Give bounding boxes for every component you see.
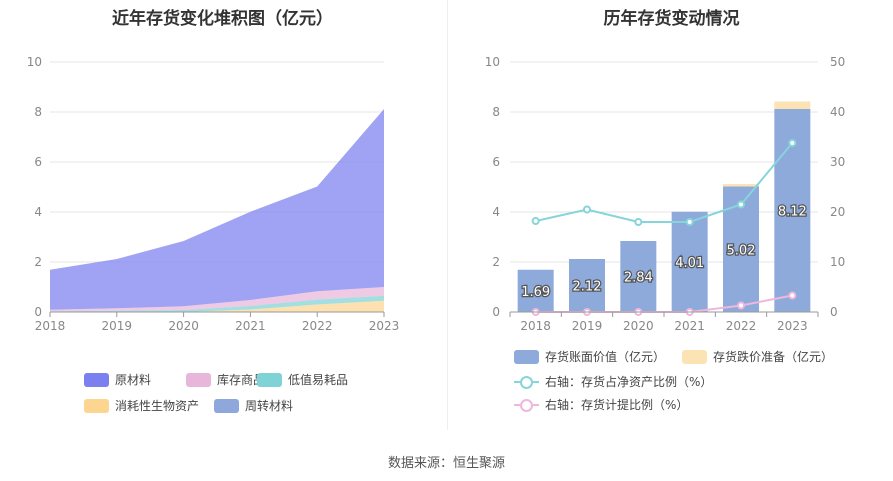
right-chart-title: 历年存货变动情况 [603, 9, 740, 29]
area-series-3 [50, 109, 384, 310]
legend-swatch [214, 398, 239, 413]
x-tick-label: 2021 [235, 319, 266, 333]
y-tick-label: 6 [34, 155, 42, 169]
x-tick-label: 2020 [623, 319, 654, 333]
left-chart-panel: 近年存货变化堆积图（亿元） 0 2 4 6 8 10 2018 2019 2020 2021 202… [0, 0, 445, 430]
legend-label: 存货账面价值（亿元） [545, 350, 666, 364]
legend-label: 库存商品 [217, 373, 266, 387]
data-source-note: 数据来源：恒生聚源 [387, 456, 505, 471]
y-left-tick-label: 8 [492, 105, 500, 119]
legend-swatch [84, 372, 109, 387]
y-right-tick-label: 30 [830, 155, 845, 169]
legend-label: 右轴：存货占净资产比例（%） [545, 375, 713, 389]
left-chart-title: 近年存货变化堆积图（亿元） [112, 9, 333, 29]
y-right-tick-label: 10 [830, 255, 845, 269]
y-tick-label: 8 [34, 105, 42, 119]
legend-swatch [682, 349, 707, 364]
y-tick-label: 2 [34, 255, 42, 269]
bar-impairment-reserve [723, 184, 759, 187]
legend-swatch [257, 372, 282, 387]
line-point [685, 218, 694, 226]
bar-impairment-reserve [774, 101, 811, 109]
inventory-bar-line-chart: 0 2 4 6 8 10 0 10 20 30 40 50 1.69 2.12 2.84 4.01 5.02 8.… [485, 55, 846, 333]
legend-swatch [186, 372, 211, 387]
legend-label: 低值易耗品 [288, 373, 349, 387]
legend-item[interactable]: 低值易耗品 [257, 371, 348, 388]
y-left-tick-label: 6 [492, 155, 500, 169]
x-tick-label: 2019 [572, 319, 603, 333]
y-tick-label: 4 [34, 205, 42, 219]
legend-label: 消耗性生物资产 [115, 399, 200, 413]
legend-label: 右轴：存货计提比例（%） [545, 398, 689, 412]
legend-item[interactable]: 周转材料 [214, 397, 293, 414]
y-left-tick-label: 10 [485, 55, 500, 69]
y-right-tick-label: 50 [830, 55, 845, 69]
legend-swatch [514, 375, 539, 389]
line-series-0 [535, 142, 794, 223]
y-tick-label: 0 [34, 305, 42, 319]
bar-book-value [517, 269, 554, 312]
x-tick-label: 2021 [674, 319, 705, 333]
x-tick-label: 2022 [302, 319, 333, 333]
bar-book-value [671, 211, 708, 312]
bar-value-label: 2.12 [573, 280, 602, 295]
legend-label: 周转材料 [245, 399, 294, 413]
line-point [737, 301, 745, 310]
x-tick-label: 2018 [35, 319, 66, 333]
x-tick-label: 2020 [168, 319, 199, 333]
legend-item[interactable]: 右轴：存货占净资产比例（%） [514, 373, 712, 390]
bar-value-label: 4.01 [675, 256, 704, 271]
bar-value-label: 2.84 [624, 271, 653, 286]
y-right-tick-label: 20 [830, 205, 845, 219]
legend-item[interactable]: 右轴：存货计提比例（%） [514, 396, 688, 413]
legend-item[interactable]: 存货跌价准备（亿元） [682, 348, 833, 365]
x-tick-label: 2022 [726, 319, 757, 333]
legend-item[interactable]: 消耗性生物资产 [84, 397, 199, 414]
x-tick-label: 2023 [369, 319, 400, 333]
legend-item[interactable]: 原材料 [84, 371, 151, 388]
x-tick-label: 2019 [102, 319, 133, 333]
panel-divider [447, 0, 448, 430]
y-right-tick-label: 40 [830, 105, 845, 119]
legend-swatch [514, 398, 539, 412]
bar-value-label: 1.69 [521, 285, 550, 300]
line-point [634, 218, 643, 226]
legend-label: 存货跌价准备（亿元） [713, 350, 834, 364]
area-series-2 [50, 287, 384, 312]
x-tick-label: 2023 [777, 319, 808, 333]
line-point [788, 291, 797, 300]
area-series-1 [50, 295, 384, 312]
legend-item[interactable]: 存货账面价值（亿元） [514, 348, 665, 365]
legend-swatch [514, 349, 539, 364]
y-left-tick-label: 0 [492, 305, 500, 319]
legend-swatch [84, 398, 109, 413]
bar-value-label: 5.02 [727, 243, 756, 258]
stacked-area-chart: 0 2 4 6 8 10 2018 2019 2020 2021 2022 2023 [27, 55, 400, 333]
line-point [737, 200, 745, 209]
y-tick-label: 10 [27, 55, 42, 69]
y-left-tick-label: 4 [492, 205, 500, 219]
legend-item[interactable]: 库存商品 [186, 371, 265, 388]
x-tick-label: 2018 [520, 319, 551, 333]
area-series-0 [50, 300, 384, 312]
line-point [531, 217, 540, 225]
legend-label: 原材料 [115, 373, 152, 387]
line-point [583, 205, 591, 214]
y-right-tick-label: 0 [830, 305, 838, 319]
bar-book-value [569, 259, 605, 312]
bar-value-label: 8.12 [778, 205, 807, 220]
right-chart-panel: 历年存货变动情况 0 2 4 6 8 10 0 10 20 30 40 50 1.69 2.12 2.84 4… [450, 0, 893, 430]
bar-book-value [620, 241, 657, 312]
line-point [788, 139, 797, 147]
y-left-tick-label: 2 [492, 255, 500, 269]
